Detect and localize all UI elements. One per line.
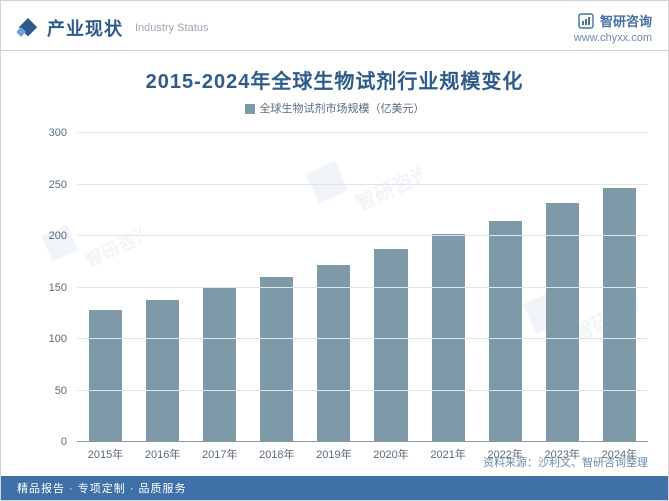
gridline [77,184,648,185]
legend-label: 全球生物试剂市场规模（亿美元） [260,103,425,115]
gridline [77,287,648,288]
bar-slot [534,133,591,442]
chart-legend: 全球生物试剂市场规模（亿美元） [1,100,668,116]
chart-container: 智研咨询 智研咨询 智研咨询 产业现状 Industry Status [0,0,669,501]
gridline [77,390,648,391]
y-tick-label: 200 [49,230,67,242]
bar-slot [591,133,648,442]
header-left: 产业现状 Industry Status [17,15,208,41]
header: 产业现状 Industry Status 智研咨询 www.chyxx.com [1,1,668,50]
y-tick-label: 300 [49,127,67,139]
legend-swatch [245,104,255,114]
diamond-icon [17,17,39,39]
footer-bar: 精品报告 · 专项定制 · 品质服务 [1,476,668,500]
x-tick-label: 2016年 [134,446,191,462]
chart-title: 2015-2024年全球生物试剂行业规模变化 [1,65,668,94]
header-title-cn: 产业现状 [47,15,123,41]
bar-slot [134,133,191,442]
bar-slot [477,133,534,442]
plot-area [77,133,648,442]
header-divider [1,50,668,51]
bars-group [77,133,648,442]
y-tick-label: 100 [49,333,67,345]
bar-slot [248,133,305,442]
x-tick-label: 2019年 [305,446,362,462]
bar [146,300,179,442]
brand-url: www.chyxx.com [574,32,652,44]
gridline [77,338,648,339]
bar-slot [77,133,134,442]
x-tick-label: 2017年 [191,446,248,462]
bar [374,249,407,442]
header-right: 智研咨询 www.chyxx.com [574,11,652,44]
bar [489,221,522,442]
bar [260,277,293,442]
bar-slot [305,133,362,442]
bar [89,310,122,442]
y-axis: 050100150200250300 [37,133,73,442]
x-tick-label: 2018年 [248,446,305,462]
brand-row: 智研咨询 [574,11,652,30]
bar [203,288,236,443]
y-tick-label: 0 [61,436,67,448]
y-tick-label: 50 [55,385,67,397]
bar-slot [362,133,419,442]
x-tick-label: 2020年 [362,446,419,462]
gridline [77,132,648,133]
brand-logo-icon [578,13,594,29]
bar [546,203,579,442]
bar [603,188,636,442]
bar [317,265,350,442]
x-tick-label: 2015年 [77,446,134,462]
x-tick-label: 2021年 [420,446,477,462]
bar-slot [191,133,248,442]
plot-wrap: 050100150200250300 2015年2016年2017年2018年2… [37,133,648,442]
x-baseline [77,441,648,442]
header-title-en: Industry Status [135,22,208,34]
y-tick-label: 150 [49,282,67,294]
y-tick-label: 250 [49,179,67,191]
gridline [77,235,648,236]
brand-name: 智研咨询 [600,11,652,30]
data-source: 资料来源：沙利文、智研咨询整理 [483,454,648,470]
bar-slot [420,133,477,442]
footer-text: 精品报告 · 专项定制 · 品质服务 [17,480,187,496]
